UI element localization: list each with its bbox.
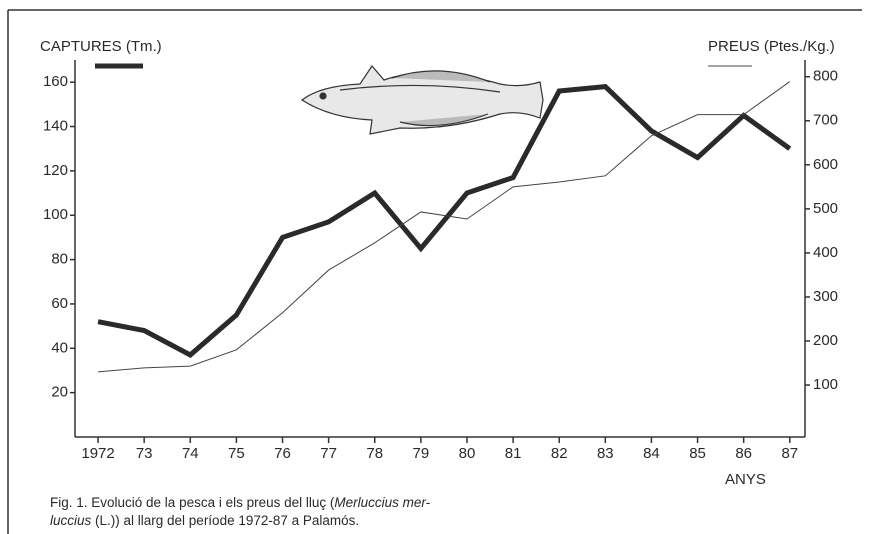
x-tick-label: 1972 — [81, 445, 114, 462]
y-axis-title: CAPTURES (Tm.) — [40, 38, 162, 55]
y-tick-label: 20 — [51, 384, 68, 401]
y2-tick-label: 600 — [813, 156, 838, 173]
caption-line: luccius (L.)) al llarg del període 1972-… — [50, 513, 359, 528]
x-tick-label: 80 — [459, 445, 476, 462]
x-axis-title: ANYS — [725, 471, 766, 488]
y-tick-label: 40 — [51, 339, 68, 356]
x-tick-label: 83 — [597, 445, 614, 462]
x-tick-label: 82 — [551, 445, 568, 462]
fish-illustration — [302, 66, 543, 134]
caption-text: luccius — [50, 513, 92, 528]
x-tick-label: 78 — [366, 445, 383, 462]
chart: CAPTURES (Tm.) PREUS (Ptes./Kg.) ANYS Fi… — [0, 0, 870, 534]
y2-tick-label: 100 — [813, 376, 838, 393]
caption-line: Fig. 1. Evolució de la pesca i els preus… — [50, 495, 431, 510]
y-tick-label: 140 — [43, 117, 68, 134]
x-tick-label: 85 — [689, 445, 706, 462]
y2-tick-label: 800 — [813, 68, 838, 85]
x-tick-label: 86 — [735, 445, 752, 462]
y2-tick-label: 500 — [813, 200, 838, 217]
y2-tick-label: 200 — [813, 332, 838, 349]
y2-tick-label: 700 — [813, 112, 838, 129]
y-tick-label: 160 — [43, 73, 68, 90]
x-tick-label: 84 — [643, 445, 660, 462]
x-tick-label: 79 — [413, 445, 430, 462]
x-tick-label: 87 — [781, 445, 798, 462]
y-tick-label: 120 — [43, 162, 68, 179]
x-tick-label: 73 — [136, 445, 153, 462]
caption-text: Merluccius mer- — [334, 495, 430, 510]
caption-text: (L.)) al llarg del període 1972-87 a Pal… — [91, 513, 359, 528]
x-tick-label: 77 — [320, 445, 337, 462]
x-tick-label: 76 — [274, 445, 291, 462]
y2-tick-label: 300 — [813, 288, 838, 305]
x-tick-label: 75 — [228, 445, 245, 462]
y-tick-label: 100 — [43, 206, 68, 223]
y2-tick-label: 400 — [813, 244, 838, 261]
caption-text: Fig. 1. Evolució de la pesca i els preus… — [50, 495, 335, 510]
x-tick-label: 74 — [182, 445, 199, 462]
y-tick-label: 80 — [51, 251, 68, 268]
y-tick-label: 60 — [51, 295, 68, 312]
x-tick-label: 81 — [505, 445, 522, 462]
y2-axis-title: PREUS (Ptes./Kg.) — [708, 38, 835, 55]
